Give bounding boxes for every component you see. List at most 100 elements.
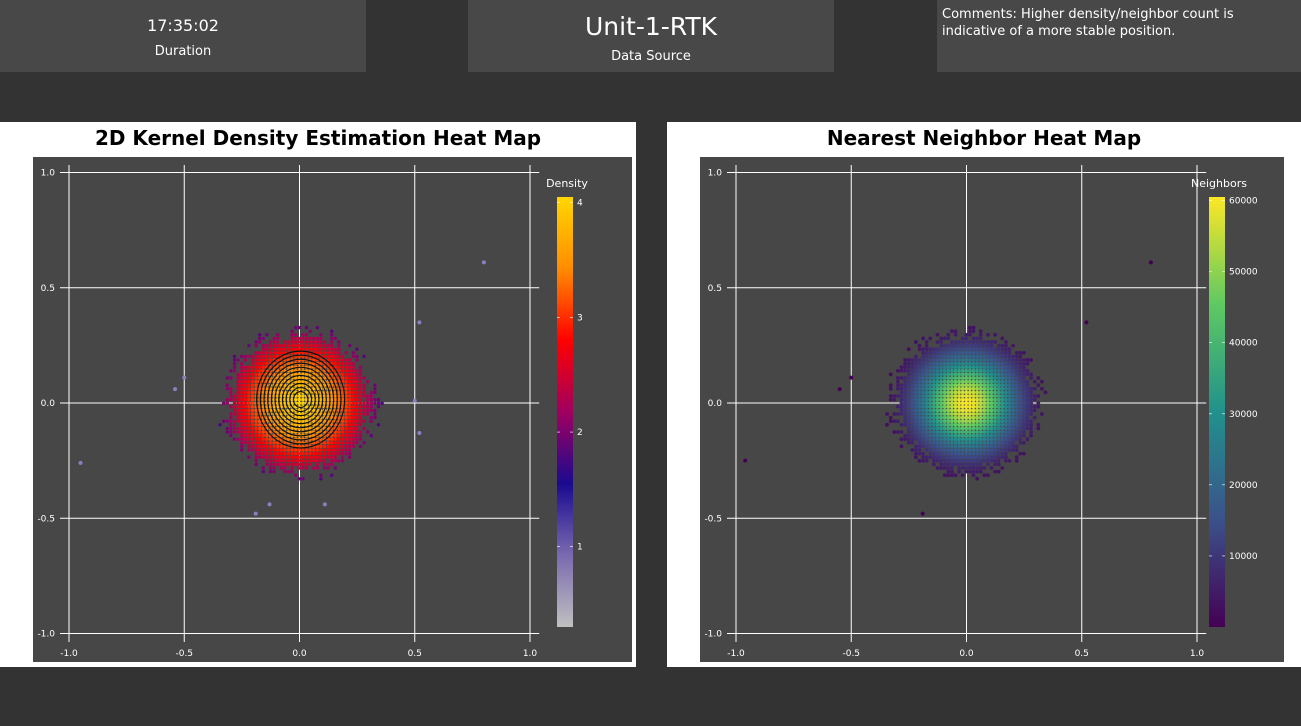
- heat-cell: [362, 412, 366, 416]
- outlier-point: [173, 387, 178, 392]
- heat-cell: [950, 354, 954, 359]
- heat-cell: [268, 469, 273, 474]
- heat-cell: [968, 376, 972, 380]
- heat-cell: [960, 361, 965, 366]
- heat-cell: [366, 405, 370, 409]
- heat-cell: [337, 401, 341, 405]
- heat-cell: [989, 458, 994, 463]
- heat-cell: [333, 448, 337, 452]
- heat-cell: [986, 379, 990, 384]
- heat-cell: [996, 390, 1001, 395]
- heat-cell: [283, 455, 287, 459]
- heat-cell: [1018, 350, 1023, 355]
- heat-cell: [964, 361, 969, 366]
- heat-cell: [290, 455, 294, 459]
- heat-cell: [968, 390, 972, 395]
- heat-cell: [340, 441, 345, 445]
- heat-cell: [968, 368, 972, 373]
- heat-cell: [1007, 354, 1012, 359]
- heat-cell: [1014, 358, 1019, 362]
- heat-cell: [921, 376, 925, 380]
- heat-cell: [946, 390, 951, 395]
- density-contour: [270, 366, 331, 433]
- heat-cell: [276, 336, 280, 341]
- heat-cell: [996, 451, 1001, 456]
- heat-cell: [942, 386, 947, 391]
- heat-cell: [340, 354, 345, 359]
- heat-cell: [939, 437, 943, 442]
- heat-cell: [903, 397, 907, 402]
- heat-cell: [258, 372, 262, 377]
- heat-cell: [932, 415, 936, 420]
- heat-cell: [971, 419, 976, 424]
- heat-cell: [968, 455, 972, 460]
- heat-cell: [971, 440, 976, 445]
- heat-cell: [932, 365, 936, 370]
- heat-cell: [892, 397, 897, 402]
- heat-cell: [935, 347, 940, 352]
- heat-cell: [978, 437, 983, 442]
- heat-cell: [996, 422, 1001, 427]
- heat-cell: [903, 379, 907, 384]
- heat-cell: [935, 422, 940, 427]
- heat-cell: [896, 383, 900, 388]
- heat-cell: [254, 358, 258, 362]
- legend-tick-label: 3: [577, 313, 583, 323]
- heat-cell: [957, 469, 961, 474]
- heat-cell: [319, 444, 323, 449]
- heat-cell: [283, 469, 287, 474]
- heat-cell: [978, 401, 983, 406]
- heat-cell: [290, 369, 294, 373]
- heat-cell: [312, 466, 316, 470]
- heat-cell: [978, 440, 983, 445]
- heat-cell: [921, 455, 925, 460]
- heat-cell: [924, 368, 929, 373]
- heat-cell: [355, 433, 359, 438]
- heat-cell: [243, 383, 247, 387]
- heat-cell: [322, 451, 327, 456]
- heat-cell: [290, 462, 294, 467]
- heat-cell: [1040, 412, 1044, 416]
- heat-cell: [348, 401, 352, 405]
- heat-cell: [921, 358, 925, 362]
- heat-cell: [348, 387, 352, 391]
- heat-cell: [982, 379, 987, 384]
- heat-cell: [914, 394, 918, 398]
- heat-cell: [250, 412, 255, 416]
- heat-cell: [272, 351, 276, 355]
- heat-cell: [964, 469, 969, 474]
- heat-cell: [950, 343, 954, 348]
- heat-cell: [355, 437, 359, 441]
- heat-cell: [975, 466, 979, 470]
- heat-cell: [996, 343, 1001, 348]
- heat-cell: [914, 444, 918, 449]
- heat-cell: [348, 397, 352, 402]
- heat-cell: [247, 397, 251, 402]
- heat-cell: [315, 462, 319, 467]
- legend-title: Density: [546, 177, 588, 190]
- heat-cell: [1011, 376, 1015, 380]
- heat-cell: [286, 455, 291, 459]
- heat-cell: [921, 347, 925, 352]
- heat-cell: [946, 458, 951, 463]
- heat-cell: [272, 405, 276, 409]
- heat-cell: [351, 412, 355, 416]
- heat-cell: [971, 455, 976, 460]
- heat-cell: [1014, 444, 1019, 449]
- heat-cell: [924, 347, 929, 352]
- heat-cell: [265, 433, 269, 438]
- heat-cell: [362, 390, 366, 395]
- heat-cell: [232, 365, 237, 369]
- heat-cell: [1014, 433, 1019, 438]
- heat-cell: [968, 340, 972, 344]
- heat-cell: [971, 365, 976, 370]
- heat-cell: [957, 415, 961, 420]
- heat-cell: [355, 376, 359, 380]
- heat-cell: [993, 354, 997, 359]
- heat-cell: [946, 451, 951, 456]
- heat-cell: [953, 419, 958, 424]
- heat-cell: [899, 437, 904, 442]
- heat-cell: [344, 412, 348, 416]
- heat-cell: [953, 379, 958, 384]
- heat-cell: [333, 397, 337, 402]
